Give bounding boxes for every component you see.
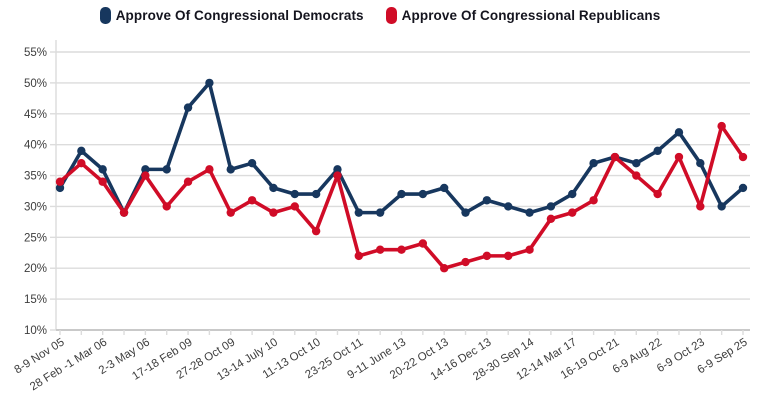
x-tick-label: 28 Feb -1 Mar 06 bbox=[28, 336, 109, 393]
data-point-republicans bbox=[418, 239, 428, 248]
data-point-democrats bbox=[461, 208, 470, 217]
data-point-republicans bbox=[696, 202, 705, 211]
data-point-republicans bbox=[717, 121, 726, 131]
y-tick-label: 50% bbox=[24, 78, 47, 90]
data-point-democrats bbox=[98, 165, 107, 174]
data-point-democrats bbox=[269, 183, 278, 193]
data-point-republicans bbox=[205, 165, 214, 174]
data-point-democrats bbox=[568, 189, 577, 199]
data-point-democrats bbox=[504, 202, 513, 211]
data-point-democrats bbox=[77, 146, 86, 156]
series-republicans bbox=[55, 121, 748, 273]
data-point-republicans bbox=[269, 208, 278, 217]
data-point-republicans bbox=[226, 208, 235, 217]
data-point-republicans bbox=[311, 226, 321, 236]
y-tick-label: 10% bbox=[24, 325, 47, 337]
democrats-swatch-icon bbox=[99, 7, 111, 24]
data-point-republicans bbox=[397, 245, 406, 254]
data-point-republicans bbox=[653, 189, 662, 199]
data-point-democrats bbox=[354, 208, 364, 217]
data-point-democrats bbox=[141, 165, 150, 174]
data-point-democrats bbox=[311, 189, 321, 199]
data-point-democrats bbox=[333, 165, 342, 174]
data-point-democrats bbox=[55, 183, 65, 193]
data-point-republicans bbox=[674, 152, 684, 162]
data-point-democrats bbox=[205, 78, 214, 88]
y-tick-label: 30% bbox=[24, 201, 47, 213]
data-point-democrats bbox=[632, 159, 641, 168]
data-point-republicans bbox=[461, 257, 470, 267]
data-point-democrats bbox=[546, 202, 556, 211]
chart-legend: Approve Of Congressional Democrats Appro… bbox=[0, 7, 760, 24]
republicans-swatch-icon bbox=[385, 7, 397, 24]
y-tick-label: 25% bbox=[24, 232, 47, 244]
data-point-republicans bbox=[610, 152, 620, 162]
data-point-republicans bbox=[162, 202, 171, 211]
data-point-democrats bbox=[397, 189, 406, 199]
data-point-republicans bbox=[738, 152, 748, 162]
data-point-democrats bbox=[162, 165, 171, 174]
data-point-republicans bbox=[568, 208, 577, 217]
y-axis: 10% 15% 20% 25% 30% 35% 40% 45% 50% 55% bbox=[24, 40, 750, 337]
data-point-republicans bbox=[632, 171, 641, 180]
data-point-democrats bbox=[247, 159, 257, 168]
data-point-democrats bbox=[290, 189, 299, 199]
data-point-republicans bbox=[247, 196, 257, 205]
data-point-democrats bbox=[482, 196, 492, 205]
data-point-republicans bbox=[504, 251, 513, 261]
data-point-republicans bbox=[77, 159, 86, 168]
data-point-democrats bbox=[525, 208, 534, 217]
data-point-republicans bbox=[290, 202, 299, 211]
data-point-republicans bbox=[98, 177, 107, 186]
data-point-republicans bbox=[333, 171, 342, 180]
y-tick-label: 45% bbox=[24, 109, 47, 121]
data-point-republicans bbox=[55, 177, 65, 186]
data-point-republicans bbox=[375, 245, 385, 254]
data-point-republicans bbox=[546, 214, 556, 223]
data-point-republicans bbox=[482, 251, 492, 261]
data-point-republicans bbox=[525, 245, 534, 254]
data-point-democrats bbox=[418, 189, 428, 199]
data-point-democrats bbox=[696, 159, 705, 168]
y-tick-label: 55% bbox=[24, 47, 47, 59]
data-point-democrats bbox=[439, 183, 449, 193]
data-point-democrats bbox=[674, 128, 684, 137]
data-point-democrats bbox=[653, 146, 662, 156]
data-point-democrats bbox=[226, 165, 235, 174]
legend-item-democrats: Approve Of Congressional Democrats bbox=[99, 7, 364, 24]
data-point-democrats bbox=[375, 208, 385, 217]
data-point-republicans bbox=[439, 264, 449, 273]
data-point-democrats bbox=[738, 183, 748, 193]
y-tick-label: 20% bbox=[24, 263, 47, 275]
data-point-republicans bbox=[141, 171, 150, 180]
y-tick-label: 40% bbox=[24, 140, 47, 152]
data-point-democrats bbox=[589, 159, 598, 168]
y-tick-label: 15% bbox=[24, 294, 47, 306]
series-democrats bbox=[55, 78, 748, 217]
data-point-republicans bbox=[589, 196, 598, 205]
legend-label-republicans: Approve Of Congressional Republicans bbox=[401, 8, 661, 23]
data-point-republicans bbox=[183, 177, 193, 186]
data-point-republicans bbox=[354, 251, 364, 261]
y-tick-label: 35% bbox=[24, 171, 47, 183]
data-point-republicans bbox=[119, 208, 129, 217]
data-point-democrats bbox=[183, 103, 193, 112]
data-point-democrats bbox=[717, 202, 726, 211]
legend-label-democrats: Approve Of Congressional Democrats bbox=[115, 8, 364, 23]
legend-item-republicans: Approve Of Congressional Republicans bbox=[385, 7, 661, 24]
